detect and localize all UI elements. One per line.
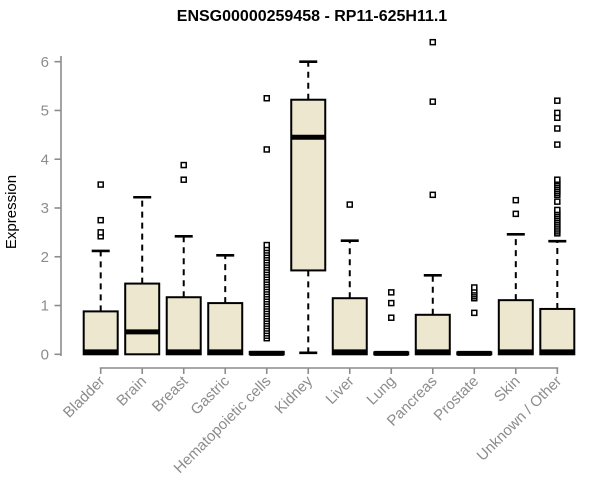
outlier-point: [263, 241, 270, 249]
chart-title: ENSG00000259458 - RP11-625H11.1: [177, 8, 448, 25]
outlier-point: [429, 191, 437, 199]
y-tick-label: 2: [41, 249, 49, 266]
box-gastric: [207, 302, 244, 356]
outlier-point: [388, 314, 395, 321]
y-axis-label: Expression: [3, 175, 20, 249]
box-bladder: [82, 310, 119, 356]
y-tick-label: 3: [41, 200, 49, 217]
outlier-point: [346, 201, 354, 208]
x-tick-label: Lung: [363, 373, 399, 409]
outlier-point: [471, 284, 478, 291]
y-tick-label: 6: [41, 54, 49, 71]
outlier-point: [97, 216, 104, 224]
outlier-point: [263, 146, 270, 153]
outlier-point: [97, 181, 104, 188]
outlier-point: [388, 289, 395, 296]
outlier-point: [97, 229, 104, 236]
x-tick-label: Breast: [149, 372, 192, 415]
outlier-point: [388, 299, 395, 307]
x-tick-label: Liver: [323, 373, 358, 408]
outlier-point: [554, 141, 561, 148]
outlier-point: [180, 176, 187, 183]
outlier-point: [429, 98, 437, 105]
outlier-point: [512, 196, 520, 204]
y-tick-label: 4: [41, 151, 49, 168]
box-pancreas: [414, 313, 451, 356]
box-breast: [165, 296, 202, 356]
y-tick-label: 1: [41, 298, 49, 315]
outlier-point: [554, 206, 561, 214]
outlier-point: [554, 198, 561, 205]
box-skin: [497, 299, 534, 356]
outlier-point: [554, 125, 561, 132]
outlier-point: [471, 309, 478, 317]
x-tick-label: Skin: [491, 373, 524, 406]
box-kidney: [290, 98, 327, 272]
box-liver: [331, 297, 368, 356]
outlier-point: [554, 97, 561, 104]
box-brain: [124, 282, 161, 356]
outlier-point: [554, 176, 561, 183]
outlier-point: [512, 210, 520, 218]
x-tick-label: Kidney: [272, 372, 317, 417]
x-tick-label: Brain: [113, 373, 150, 410]
outlier-point: [429, 38, 437, 46]
x-tick-label: Bladder: [60, 373, 109, 422]
outlier-point: [554, 109, 561, 117]
y-tick-label: 0: [41, 347, 49, 364]
outlier-point: [263, 95, 270, 102]
outlier-point: [180, 161, 187, 169]
box-unknown-other: [539, 307, 576, 356]
y-tick-label: 5: [41, 103, 49, 120]
x-tick-label: Prostate: [431, 373, 483, 425]
